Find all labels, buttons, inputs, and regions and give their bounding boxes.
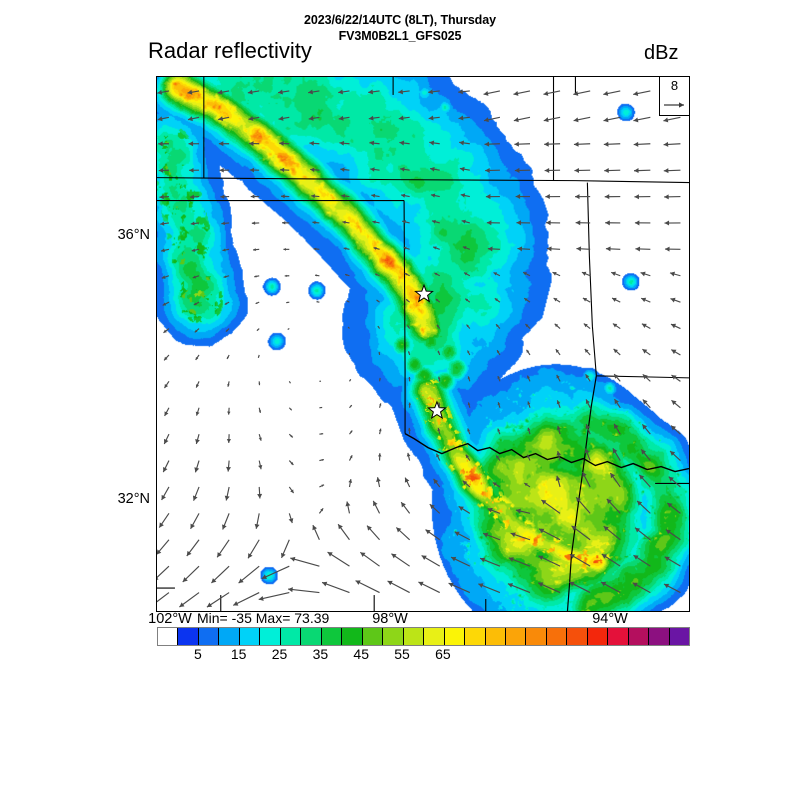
title-model: FV3M0B2L1_GFS025	[338, 29, 462, 43]
lon-tick-label: 94°W	[592, 611, 628, 627]
colorbar-swatch	[526, 628, 547, 645]
colorbar-tick: 55	[394, 646, 410, 662]
wind-vector-key: 8	[659, 76, 690, 116]
wind-key-value: 8	[670, 78, 679, 93]
colorbar-swatch	[280, 628, 302, 645]
colorbar-tick: 65	[435, 646, 451, 662]
colorbar-swatch	[301, 628, 322, 645]
colorbar-swatch	[669, 628, 690, 645]
lon-tick-label: 98°W	[372, 611, 408, 627]
lat-tick-label: 32°N	[117, 491, 150, 507]
colorbar-swatch	[239, 628, 261, 645]
colorbar-swatch	[198, 628, 220, 645]
colorbar-swatch	[587, 628, 609, 645]
page-title: Radar reflectivity	[148, 38, 312, 63]
colorbar-swatch	[321, 628, 343, 645]
colorbar-swatch	[424, 628, 445, 645]
reflectivity-raster	[157, 77, 689, 611]
colorbar-tick: 45	[353, 646, 370, 662]
colorbar-swatch	[485, 628, 506, 645]
colorbar-swatch	[546, 628, 568, 645]
colorbar-swatch	[403, 628, 425, 645]
colorbar-swatch	[628, 628, 650, 645]
colorbar-swatch	[649, 628, 670, 645]
colorbar-swatch	[444, 628, 466, 645]
colorbar-tick-labels: 5 15 25 35 45 55 65	[157, 646, 690, 664]
lat-tick-label: 36°N	[117, 227, 150, 243]
colorbar-tick: 5	[193, 646, 202, 662]
units-label: dBz	[644, 42, 679, 64]
minmax-annotation: Min= -35 Max= 73.39	[197, 610, 330, 626]
colorbar-swatch	[219, 628, 240, 645]
colorbar-tick: 25	[271, 646, 288, 662]
colorbar-swatch	[608, 628, 629, 645]
colorbar-swatch	[178, 628, 199, 645]
colorbar[interactable]	[157, 627, 690, 646]
colorbar-swatch	[465, 628, 486, 645]
colorbar-swatch	[383, 628, 404, 645]
wind-key-arrow-icon	[664, 102, 684, 108]
colorbar-swatch	[342, 628, 363, 645]
colorbar-swatch	[505, 628, 527, 645]
colorbar-swatch	[567, 628, 588, 645]
lon-tick-label: 102°W	[148, 611, 192, 627]
colorbar-swatch	[260, 628, 281, 645]
title-datetime: 2023/6/22/14UTC (8LT), Thursday	[304, 13, 496, 27]
colorbar-swatch	[158, 628, 179, 645]
colorbar-tick: 15	[230, 646, 247, 662]
colorbar-swatch	[362, 628, 384, 645]
colorbar-tick: 35	[312, 646, 329, 662]
map-plot-area[interactable]	[156, 76, 690, 612]
